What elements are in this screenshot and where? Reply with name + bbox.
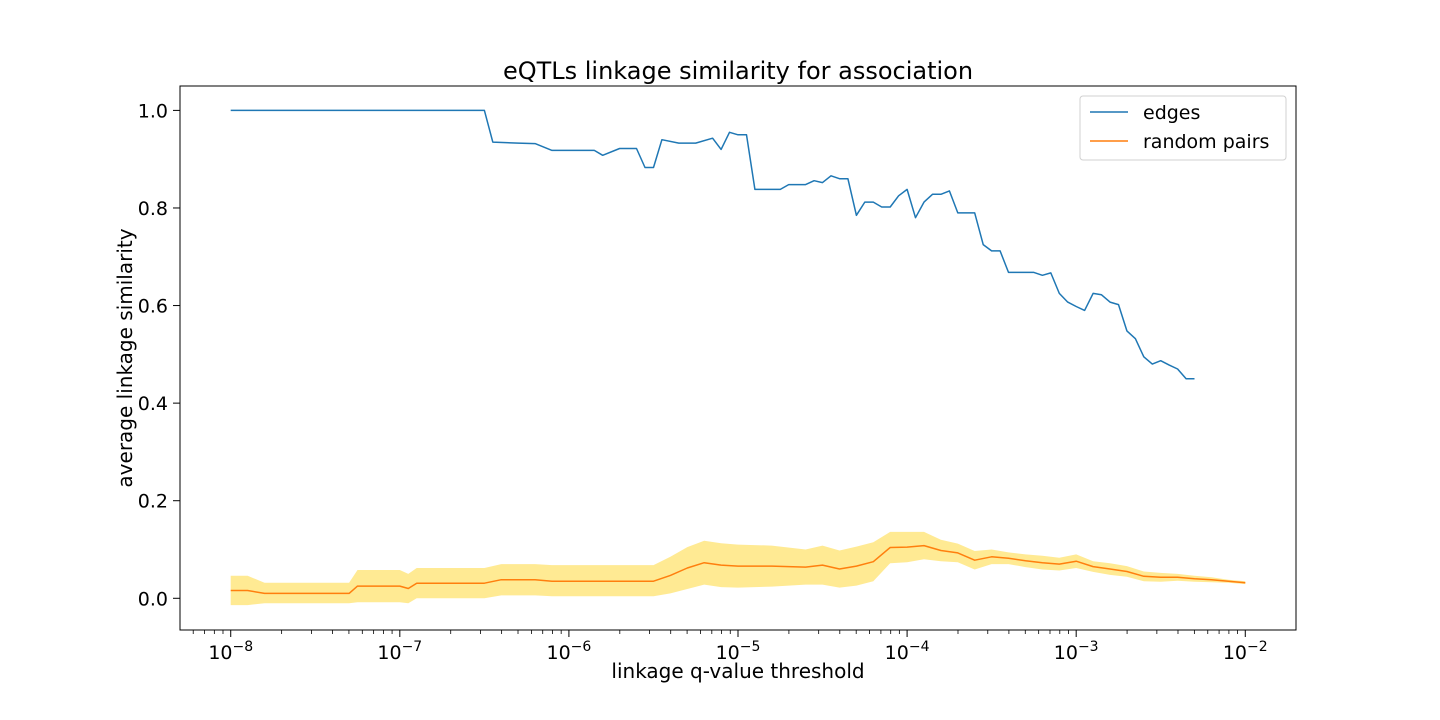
x-tick-label: 10−8	[208, 639, 253, 664]
legend-box	[1079, 95, 1287, 161]
y-tick-label: 0.8	[138, 198, 168, 220]
y-tick-label: 0.4	[138, 393, 168, 415]
x-tick-label: 10−7	[377, 639, 422, 664]
x-tick-label: 10−6	[546, 639, 591, 664]
series-line-edges	[230, 109, 1195, 380]
x-axis-label: linkage q-value threshold	[611, 659, 864, 683]
legend-label-random-pairs: random pairs	[1143, 131, 1269, 153]
y-tick-label: 0.6	[138, 296, 168, 318]
confidence-band-layer	[230, 531, 1246, 606]
x-tick-label: 10−2	[1223, 639, 1268, 664]
y-tick-label: 0.0	[138, 588, 168, 610]
x-tick-label: 10−3	[1054, 639, 1099, 664]
chart-title: eQTLs linkage similarity for association	[503, 57, 973, 85]
series-layer	[230, 109, 1246, 595]
series-line-random-pairs	[230, 544, 1246, 595]
legend: edges random pairs	[1079, 95, 1287, 161]
y-tick-label: 1.0	[138, 100, 168, 122]
y-tick-label: 0.2	[138, 491, 168, 513]
x-tick-label: 10−4	[885, 639, 930, 664]
y-axis-label: average linkage similarity	[113, 228, 137, 487]
x-tick-label: 10−5	[716, 639, 761, 664]
random-pairs-confidence-band	[230, 531, 1246, 606]
legend-label-edges: edges	[1143, 102, 1200, 124]
x-axis-ticks: 10−8 10−7 10−6 10−5 10−4 10−3 10−2	[192, 630, 1268, 664]
y-axis-ticks: 0.0 0.2 0.4 0.6 0.8 1.0	[138, 100, 180, 610]
